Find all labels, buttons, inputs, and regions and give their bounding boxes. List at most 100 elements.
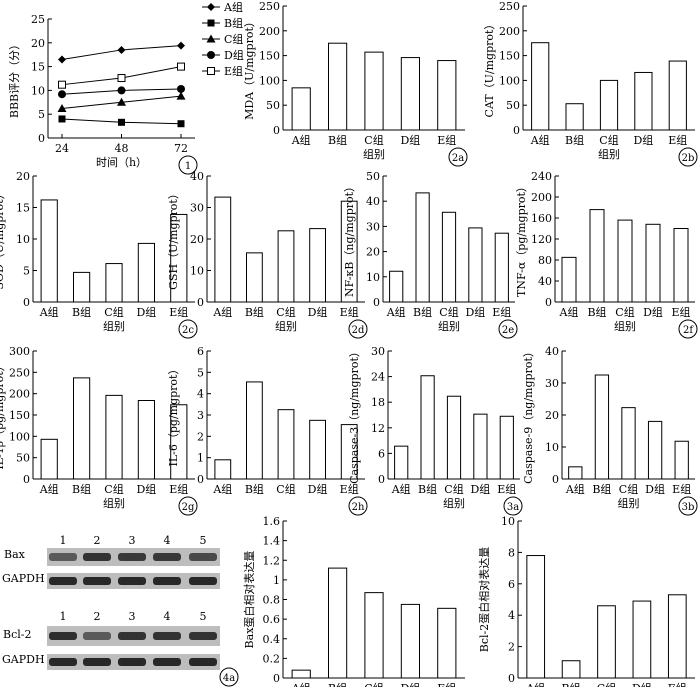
x-tick-label: E组 <box>668 681 687 687</box>
y-tick-label: 10 <box>366 271 380 284</box>
panel-label: 4a <box>223 673 235 684</box>
y-tick-label: 4 <box>508 609 515 622</box>
bar-4 <box>309 419 327 480</box>
bar-1 <box>214 459 232 480</box>
bar-5 <box>340 424 358 480</box>
y-tick-label: 0 <box>23 296 30 309</box>
y-tick-label: 1.2 <box>263 554 281 567</box>
y-tick-label: 30 <box>190 202 204 215</box>
x-tick-label: B组 <box>587 305 606 319</box>
gapdh-bottom-band <box>49 658 77 666</box>
gapdh-top-band <box>189 577 217 585</box>
y-axis-title: NF-κB（ng/mgprot） <box>343 181 356 297</box>
y-tick-label: 0 <box>23 473 30 486</box>
x-tick-label: E组 <box>437 133 456 147</box>
bar-2 <box>561 660 581 679</box>
bax-band <box>49 553 77 561</box>
y-tick-label: 200 <box>531 191 552 204</box>
bar-1 <box>394 445 409 480</box>
bar-4 <box>632 600 652 679</box>
x-tick-label: D组 <box>308 482 328 496</box>
panel-label: 2e <box>502 325 514 336</box>
x-tick-label: E组 <box>497 482 516 496</box>
bar-5 <box>494 232 509 303</box>
bar-2 <box>420 375 435 480</box>
x-tick-label: B组 <box>565 133 584 147</box>
y-tick-label: 5 <box>38 108 45 121</box>
x-tick-label: B组 <box>245 482 264 496</box>
bar-3 <box>364 592 384 679</box>
y-tick-label: 0 <box>273 672 280 685</box>
y-tick-label: 0 <box>552 473 559 486</box>
bar-5 <box>437 607 457 679</box>
legend-label: B组 <box>224 16 243 30</box>
bar-2 <box>73 271 91 303</box>
x-axis-title: 组别 <box>598 147 620 161</box>
y-axis-title: Caspase-3（ng/mgprot） <box>348 346 361 484</box>
bar-5 <box>437 60 457 131</box>
x-tick-label: C组 <box>615 305 634 319</box>
marker-diamond <box>117 45 126 54</box>
x-tick-label: A组 <box>39 482 59 496</box>
y-tick-label: 200 <box>259 25 280 38</box>
bar-1 <box>568 466 583 480</box>
x-tick-label: D组 <box>632 681 652 687</box>
bar-1 <box>214 196 232 303</box>
x-tick-label: A组 <box>525 681 545 687</box>
marker-circle <box>117 86 126 95</box>
marker-diamond <box>58 55 66 64</box>
marker-triangle <box>206 34 216 43</box>
y-tick-label: 0 <box>378 473 385 486</box>
y-axis-title: Bcl-2蛋白相对表达量 <box>477 547 491 652</box>
x-tick-label: B组 <box>328 133 347 147</box>
y-tick-label: 160 <box>531 212 552 225</box>
y-axis-title: SOD（U/mgprot） <box>0 188 6 289</box>
y-tick-label: 24 <box>371 371 385 384</box>
x-tick-label: B组 <box>413 305 432 319</box>
panel-label: 1 <box>185 161 191 172</box>
x-tick-label: E组 <box>340 482 359 496</box>
gapdh-row-label-2: GAPDH <box>2 653 45 666</box>
panel-label: 2a <box>452 153 464 164</box>
bar-5 <box>667 594 687 679</box>
bar-1 <box>526 555 546 679</box>
y-tick-label: 18 <box>371 396 385 409</box>
y-tick-label: 120 <box>531 233 552 246</box>
panel-label-circle <box>678 147 698 167</box>
x-tick-label: D组 <box>643 305 663 319</box>
x-axis-title: 时间（h） <box>96 156 147 169</box>
panel-label: 3a <box>507 502 519 513</box>
bar-3 <box>364 51 384 131</box>
x-tick-label: A组 <box>291 133 311 147</box>
y-tick-label: 200 <box>499 25 520 38</box>
y-tick-label: 0.8 <box>263 594 281 607</box>
x-tick-label: D组 <box>633 133 653 147</box>
x-tick-label: A组 <box>530 133 550 147</box>
bax-row-label: Bax <box>4 548 26 561</box>
x-tick-label: C组 <box>619 482 638 496</box>
bar-3 <box>621 407 636 480</box>
x-axis-title: 组别 <box>103 319 125 333</box>
y-tick-label: 1.4 <box>263 535 281 548</box>
bar-5 <box>673 228 689 303</box>
bar-2 <box>565 103 584 131</box>
bar-1 <box>531 42 550 131</box>
bar-1 <box>291 87 311 131</box>
x-tick-label: E组 <box>169 482 188 496</box>
y-axis-title: CAT（U/mgprot） <box>483 19 496 118</box>
y-tick-label: 0.2 <box>263 652 281 665</box>
x-tick-label: A组 <box>212 305 232 319</box>
y-tick-label: 10 <box>545 441 559 454</box>
panel-label-circle <box>219 667 239 687</box>
x-tick-label: A组 <box>565 482 585 496</box>
bar-4 <box>634 71 653 131</box>
lane-number: 3 <box>129 610 136 623</box>
y-tick-label: 4 <box>197 388 204 401</box>
gapdh-top-band <box>118 577 146 585</box>
x-tick-label: D组 <box>400 133 420 147</box>
lane-number: 1 <box>60 610 67 623</box>
x-tick-label: 48 <box>115 142 129 155</box>
